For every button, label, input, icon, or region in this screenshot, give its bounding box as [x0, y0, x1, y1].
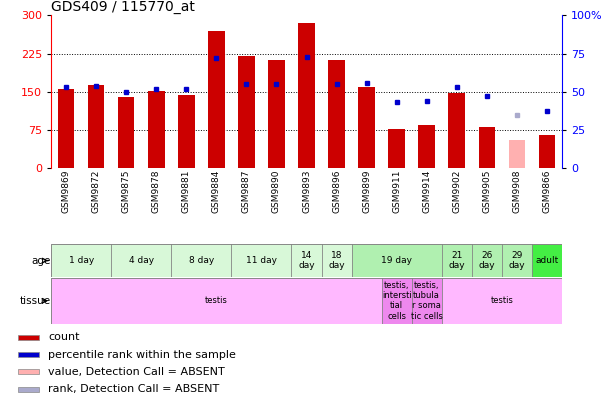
- Bar: [58, 89, 75, 168]
- Bar: [412, 278, 442, 324]
- Text: GSM9914: GSM9914: [423, 169, 431, 213]
- Bar: [268, 60, 285, 168]
- Bar: [352, 244, 442, 277]
- Bar: [18, 369, 39, 374]
- Bar: [322, 244, 352, 277]
- Text: testis,
intersti
tial
cells: testis, intersti tial cells: [382, 281, 412, 321]
- Text: GDS409 / 115770_at: GDS409 / 115770_at: [51, 0, 195, 14]
- Bar: [298, 23, 315, 168]
- Text: tissue: tissue: [19, 296, 50, 306]
- Text: percentile rank within the sample: percentile rank within the sample: [48, 350, 236, 360]
- Bar: [472, 244, 502, 277]
- Bar: [532, 244, 562, 277]
- Text: GSM9872: GSM9872: [92, 169, 100, 213]
- Text: GSM9908: GSM9908: [513, 169, 521, 213]
- Bar: [538, 135, 555, 168]
- Text: GSM9899: GSM9899: [362, 169, 371, 213]
- Text: GSM9896: GSM9896: [332, 169, 341, 213]
- Text: 21
day: 21 day: [448, 251, 465, 270]
- Text: age: age: [31, 255, 50, 266]
- Bar: [478, 127, 495, 168]
- Text: 11 day: 11 day: [246, 256, 277, 265]
- Text: GSM9902: GSM9902: [453, 169, 461, 213]
- Text: 26
day: 26 day: [478, 251, 495, 270]
- Bar: [238, 56, 255, 168]
- Bar: [442, 244, 472, 277]
- Text: adult: adult: [535, 256, 558, 265]
- Text: GSM9911: GSM9911: [392, 169, 401, 213]
- Text: value, Detection Call = ABSENT: value, Detection Call = ABSENT: [48, 367, 225, 377]
- Bar: [508, 140, 525, 168]
- Bar: [18, 387, 39, 392]
- Text: GSM9905: GSM9905: [483, 169, 491, 213]
- Text: GSM9884: GSM9884: [212, 169, 221, 213]
- Bar: [111, 244, 171, 277]
- Text: GSM9869: GSM9869: [62, 169, 70, 213]
- Bar: [231, 244, 291, 277]
- Text: 8 day: 8 day: [189, 256, 214, 265]
- Text: testis: testis: [490, 296, 513, 305]
- Bar: [291, 244, 322, 277]
- Bar: [382, 278, 412, 324]
- Text: GSM9881: GSM9881: [182, 169, 191, 213]
- Bar: [208, 30, 225, 168]
- Text: testis,
tubula
r soma
tic cells: testis, tubula r soma tic cells: [410, 281, 443, 321]
- Bar: [358, 87, 375, 168]
- Text: 18
day: 18 day: [328, 251, 345, 270]
- Bar: [88, 85, 105, 168]
- Text: 14
day: 14 day: [298, 251, 315, 270]
- Text: GSM9887: GSM9887: [242, 169, 251, 213]
- Text: 19 day: 19 day: [381, 256, 412, 265]
- Bar: [418, 125, 435, 168]
- Bar: [18, 352, 39, 357]
- Text: rank, Detection Call = ABSENT: rank, Detection Call = ABSENT: [48, 384, 219, 394]
- Bar: [148, 91, 165, 168]
- Bar: [51, 278, 382, 324]
- Text: GSM9875: GSM9875: [122, 169, 130, 213]
- Text: GSM9878: GSM9878: [152, 169, 160, 213]
- Bar: [18, 335, 39, 340]
- Bar: [448, 93, 465, 168]
- Bar: [328, 60, 345, 168]
- Bar: [171, 244, 231, 277]
- Text: GSM9893: GSM9893: [302, 169, 311, 213]
- Text: 1 day: 1 day: [69, 256, 94, 265]
- Bar: [118, 97, 135, 168]
- Bar: [51, 244, 111, 277]
- Text: 29
day: 29 day: [508, 251, 525, 270]
- Bar: [178, 95, 195, 168]
- Text: 4 day: 4 day: [129, 256, 154, 265]
- Bar: [388, 129, 405, 168]
- Bar: [442, 278, 562, 324]
- Text: count: count: [48, 332, 79, 342]
- Text: testis: testis: [205, 296, 228, 305]
- Text: GSM9890: GSM9890: [272, 169, 281, 213]
- Text: GSM9866: GSM9866: [543, 169, 551, 213]
- Bar: [502, 244, 532, 277]
